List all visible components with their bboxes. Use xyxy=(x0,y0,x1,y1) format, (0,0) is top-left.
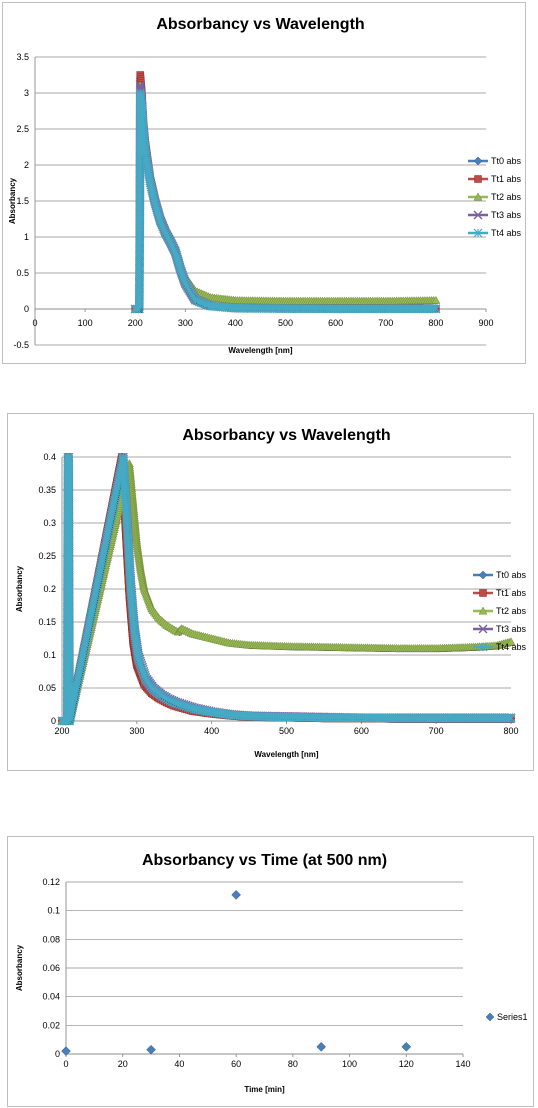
legend-label: Tt1 abs xyxy=(491,174,522,184)
x-axis-label: Wavelength [nm] xyxy=(254,750,318,759)
x-tick-label: 800 xyxy=(428,318,443,328)
y-tick-label: 0.3 xyxy=(43,518,56,528)
chart-1: Absorbancy vs Wavelength 3.5 3 2.5 2 1.5 1 0.5 0… xyxy=(3,3,527,365)
legend-entry: Tt2 abs xyxy=(468,192,522,202)
y-tick-label: 1 xyxy=(24,232,29,242)
y-tick-label: 0.2 xyxy=(43,584,56,594)
series-tt3-abs xyxy=(131,82,440,313)
legend-label: Tt2 abs xyxy=(491,192,522,202)
y-tick-label: 0.4 xyxy=(43,452,56,462)
y-tick-label: 3.5 xyxy=(16,52,29,62)
y-tick-label: 2.5 xyxy=(16,124,29,134)
legend-label: Tt3 abs xyxy=(491,210,522,220)
x-tick-label: 500 xyxy=(279,726,294,736)
legend-entry: Tt0 abs xyxy=(468,156,522,166)
x-tick-label: 700 xyxy=(378,318,393,328)
legend-entry: Tt4 abs xyxy=(468,228,522,238)
legend-label: Tt4 abs xyxy=(491,228,522,238)
x-tick-label: 0 xyxy=(32,318,37,328)
chart-2: Absorbancy vs Wavelength 0.4 0.35 0.3 0.25 0.… xyxy=(8,414,535,772)
legend-entry: Tt0 abs xyxy=(473,570,527,580)
y-tick-label: 0.15 xyxy=(38,617,56,627)
legend-marker xyxy=(479,571,487,579)
x-tick-label: 600 xyxy=(354,726,369,736)
x-tick-label: 200 xyxy=(54,726,69,736)
x-tick-label: 800 xyxy=(503,726,518,736)
y-tick-label: 0.1 xyxy=(43,650,56,660)
legend-marker xyxy=(475,176,482,183)
x-tick-label: 200 xyxy=(128,318,143,328)
x-tick-label: 700 xyxy=(429,726,444,736)
y-tick-label: 0.05 xyxy=(38,683,56,693)
chart-title: Absorbancy vs Wavelength xyxy=(156,16,364,33)
chart-frame-1: Absorbancy vs Wavelength 3.5 3 2.5 2 1.5 1 0.5 0… xyxy=(2,2,526,364)
x-tick-label: 500 xyxy=(278,318,293,328)
y-tick-label: 3 xyxy=(24,88,29,98)
legend-label: Tt2 abs xyxy=(496,606,527,616)
x-tick-label: 600 xyxy=(328,318,343,328)
legend-label: Tt0 abs xyxy=(496,570,527,580)
x-tick-label: 400 xyxy=(204,726,219,736)
x-tick-label: 300 xyxy=(178,318,193,328)
legend-label: Tt3 abs xyxy=(496,624,527,634)
legend-entry: Tt2 abs xyxy=(473,606,527,616)
y-tick-label: -0.5 xyxy=(13,340,29,350)
legend-entry: Tt1 abs xyxy=(468,174,522,184)
y-tick-label: 0 xyxy=(51,716,56,726)
y-axis-label: Absorbancy xyxy=(15,565,24,612)
y-tick-label: 0.35 xyxy=(38,485,56,495)
legend-label: Tt0 abs xyxy=(491,156,522,166)
legend-label: Tt1 abs xyxy=(496,588,527,598)
y-tick-label: 1.5 xyxy=(16,196,29,206)
x-axis-label: Wavelength [nm] xyxy=(228,346,292,355)
series-tt2-abs xyxy=(131,82,440,312)
legend-entry: Tt3 abs xyxy=(468,210,522,220)
legend-marker xyxy=(474,157,482,165)
chart-title: Absorbancy vs Wavelength xyxy=(182,427,390,444)
chart-frame-2: Absorbancy vs Wavelength 0.4 0.35 0.3 0.25 0.… xyxy=(7,413,534,771)
y-tick-label: 0.5 xyxy=(16,268,29,278)
y-tick-label: 2 xyxy=(24,160,29,170)
legend-entry: Tt1 abs xyxy=(473,588,527,598)
x-tick-label: 100 xyxy=(78,318,93,328)
legend-marker xyxy=(480,590,487,597)
legend-entry: Tt3 abs xyxy=(473,624,527,634)
y-axis-label: Absorbancy xyxy=(8,177,17,224)
x-tick-label: 400 xyxy=(228,318,243,328)
x-tick-label: 300 xyxy=(129,726,144,736)
y-tick-label: 0 xyxy=(24,304,29,314)
x-tick-label: 900 xyxy=(478,318,493,328)
y-tick-label: 0.25 xyxy=(38,551,56,561)
